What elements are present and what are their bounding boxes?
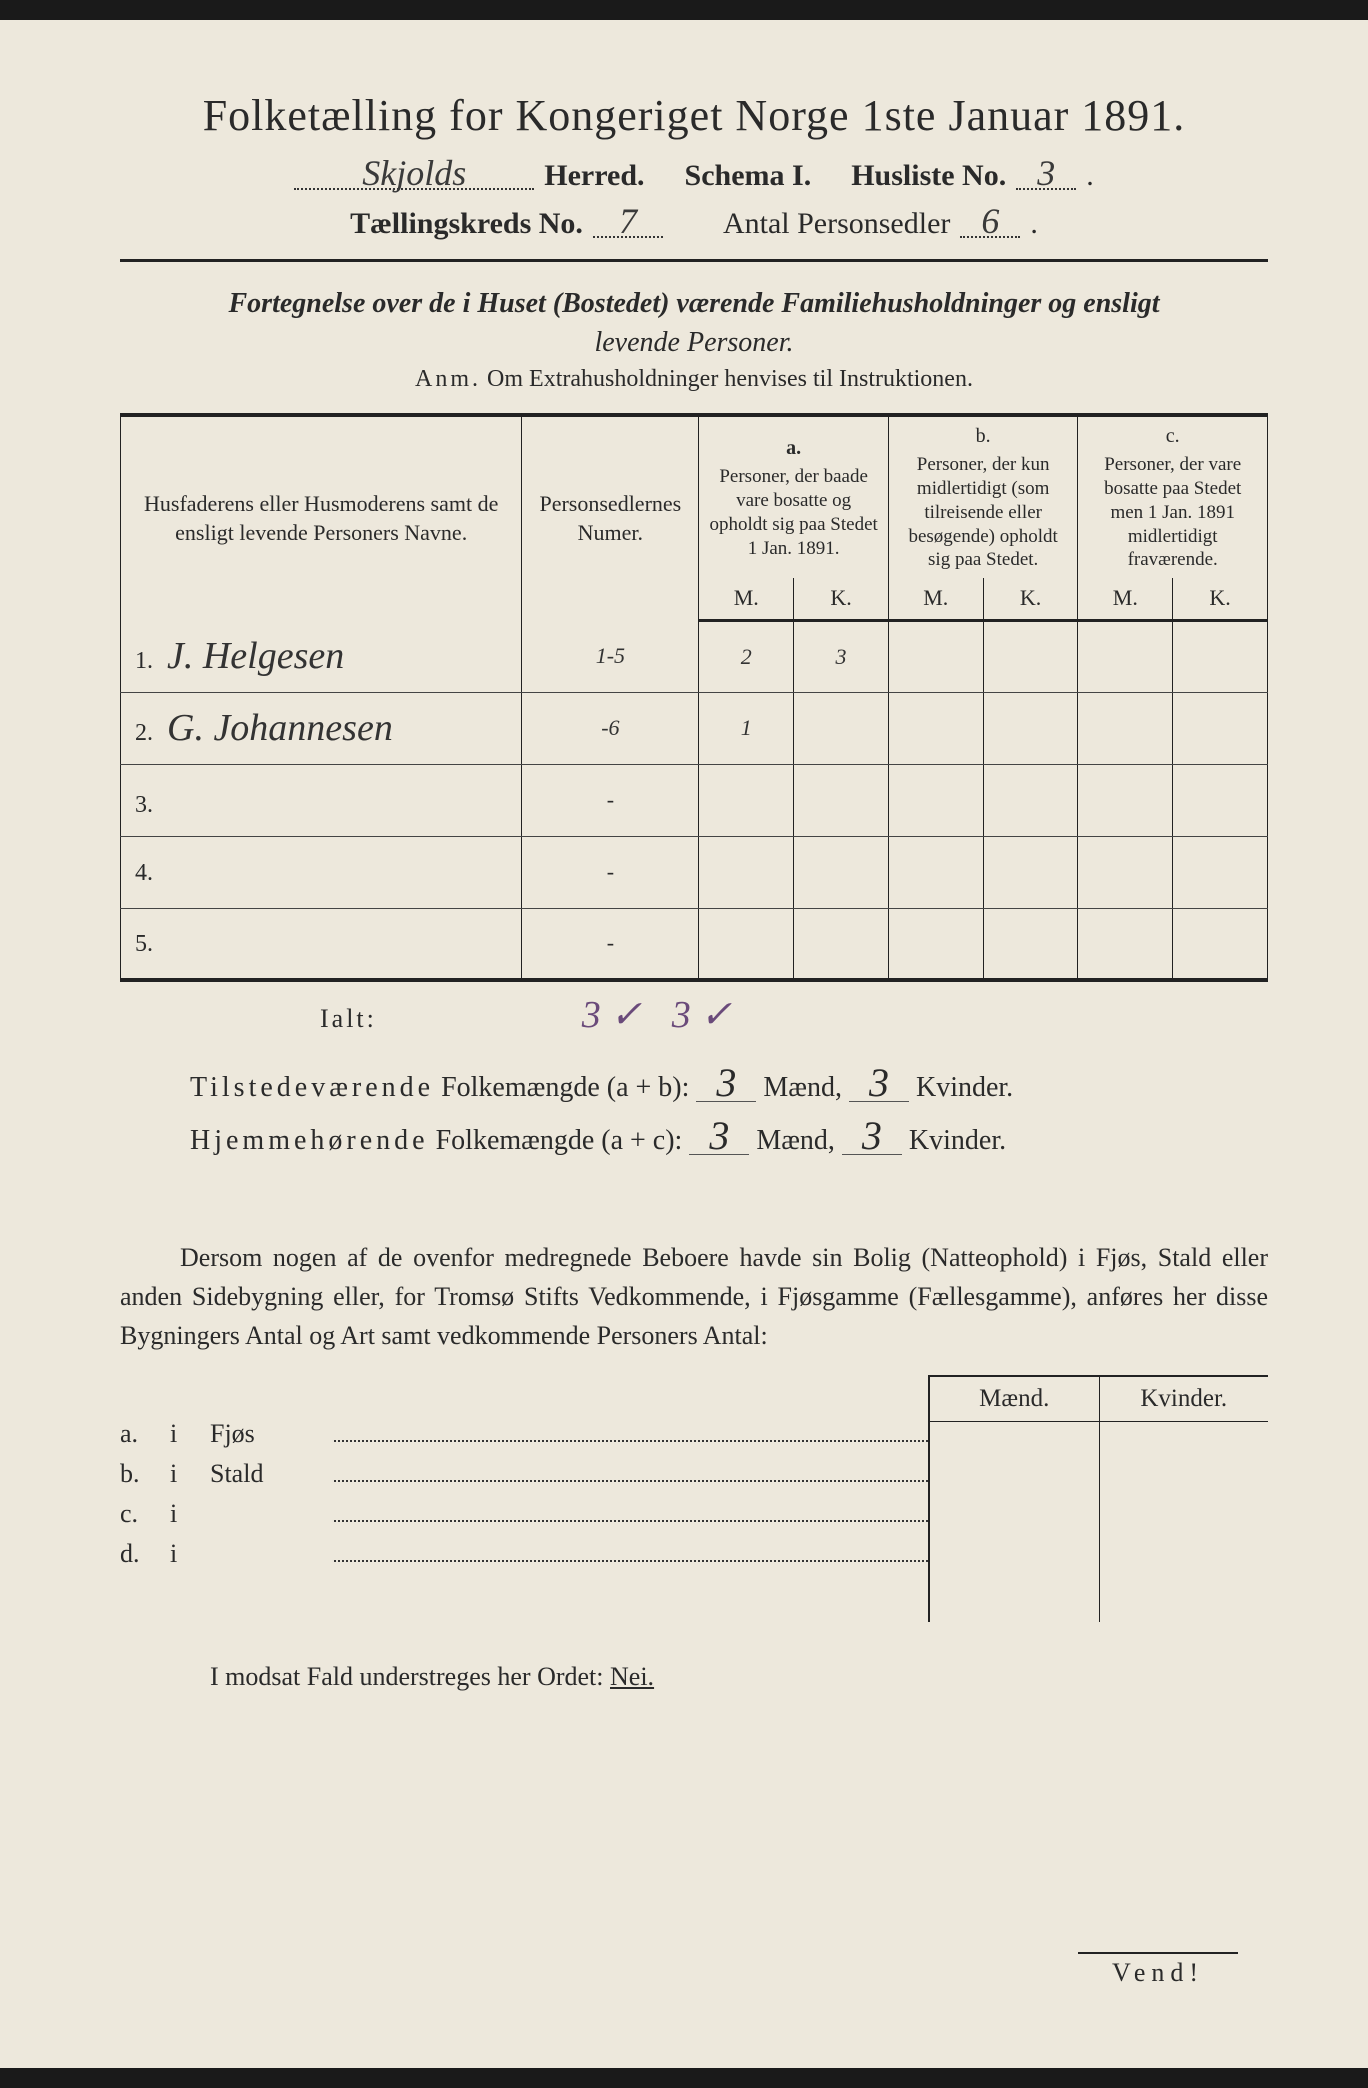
instruction-paragraph: Dersom nogen af de ovenfor medregnede Be… <box>120 1238 1268 1355</box>
bottom-row: b. i Stald <box>120 1459 928 1489</box>
husliste-label: Husliste No. <box>851 159 1006 193</box>
antal-value: 6 <box>960 207 1020 238</box>
herred-value: Skjolds <box>294 159 534 190</box>
bottom-row: d. i <box>120 1539 928 1569</box>
ialt-row: Ialt: 3 ✓3 ✓ <box>120 992 1268 1037</box>
husliste-value: 3 <box>1016 159 1076 190</box>
bottom-left: a. i Fjøs b. i Stald c. i d. i <box>120 1375 928 1622</box>
modsat-line: I modsat Fald understreges her Ordet: Ne… <box>120 1662 1268 1692</box>
table-body: 1.J. Helgesen 1-5 2 3 2.G. Johannesen -6… <box>121 620 1268 980</box>
bottom-right-table: Mænd. Kvinder. <box>928 1375 1268 1622</box>
subtitle: Fortegnelse over de i Huset (Bostedet) v… <box>120 284 1268 362</box>
antal-label: Antal Personsedler <box>723 207 950 241</box>
header-line-2: Tællingskreds No. 7 Antal Personsedler 6… <box>120 207 1268 241</box>
table-row: 5. - <box>121 908 1268 980</box>
col-a-m: M. <box>699 578 794 620</box>
summary-line-2: Hjemmehørende Folkemængde (a + c): 3 Mæn… <box>190 1114 1268 1167</box>
census-page: Folketælling for Kongeriget Norge 1ste J… <box>0 20 1368 2068</box>
kreds-label: Tællingskreds No. <box>350 207 583 241</box>
maend-header: Mænd. <box>930 1377 1100 1421</box>
bottom-section: a. i Fjøs b. i Stald c. i d. i <box>120 1375 1268 1622</box>
col-b-m: M. <box>888 578 983 620</box>
col-b-k: K. <box>983 578 1078 620</box>
col-c-header: c. Personer, der vare bosatte paa Stedet… <box>1078 415 1268 578</box>
col-names-header: Husfaderens eller Husmoderens samt de en… <box>121 415 522 620</box>
bottom-row: a. i Fjøs <box>120 1419 928 1449</box>
vend-label: Vend! <box>1078 1952 1238 1988</box>
col-b-header: b. Personer, der kun midlertidigt (som t… <box>888 415 1078 578</box>
table-row: 2.G. Johannesen -6 1 <box>121 692 1268 764</box>
kvinder-header: Kvinder. <box>1100 1377 1269 1421</box>
census-table: Husfaderens eller Husmoderens samt de en… <box>120 413 1268 982</box>
col-c-k: K. <box>1173 578 1268 620</box>
table-row: 1.J. Helgesen 1-5 2 3 <box>121 620 1268 692</box>
schema-label: Schema I. <box>685 159 812 193</box>
col-a-k: K. <box>794 578 889 620</box>
table-row: 3. - <box>121 764 1268 836</box>
col-c-m: M. <box>1078 578 1173 620</box>
summary-block: Tilstedeværende Folkemængde (a + b): 3 M… <box>120 1061 1268 1167</box>
col-num-header: Personsedlernes Numer. <box>522 415 699 620</box>
bottom-row: c. i <box>120 1499 928 1529</box>
herred-label: Herred. <box>544 159 644 193</box>
page-title: Folketælling for Kongeriget Norge 1ste J… <box>120 90 1268 141</box>
divider <box>120 259 1268 262</box>
kreds-value: 7 <box>593 207 663 238</box>
table-row: 4. - <box>121 836 1268 908</box>
header-line-1: Skjolds Herred. Schema I. Husliste No. 3… <box>120 159 1268 193</box>
anm-note: Anm. Om Extrahusholdninger henvises til … <box>120 366 1268 393</box>
summary-line-1: Tilstedeværende Folkemængde (a + b): 3 M… <box>190 1061 1268 1114</box>
col-a-header: a. Personer, der baade vare bosatte og o… <box>699 415 889 578</box>
